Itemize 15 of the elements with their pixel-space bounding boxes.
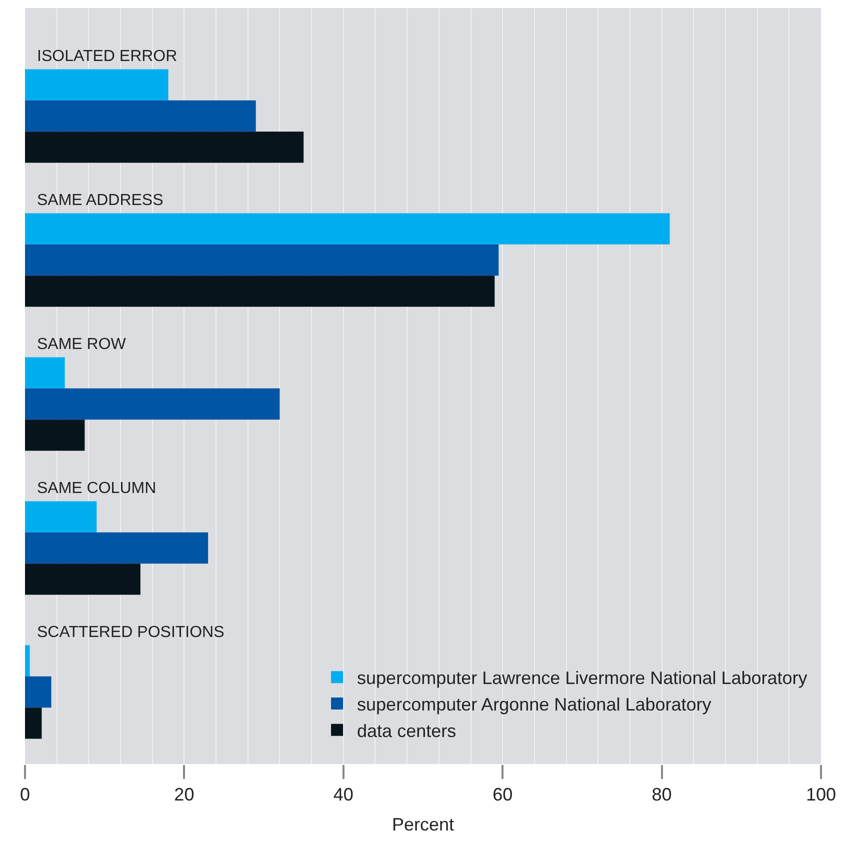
legend-label: supercomputer Lawrence Livermore National Laboratory bbox=[357, 668, 808, 688]
x-tick-label: 20 bbox=[174, 784, 194, 805]
x-tick-label: 100 bbox=[806, 784, 836, 805]
legend-label: supercomputer Argonne National Laboratory bbox=[357, 694, 712, 714]
x-tick-label: 0 bbox=[20, 784, 30, 805]
x-tick-label: 80 bbox=[652, 784, 672, 805]
y-tick-label: SAME ADDRESS bbox=[37, 192, 164, 209]
x-tick-label: 40 bbox=[333, 784, 354, 805]
legend-label: data centers bbox=[357, 720, 456, 741]
y-tick-label: SAME COLUMN bbox=[37, 480, 156, 497]
y-tick-label: SCATTERED POSITIONS bbox=[37, 624, 224, 641]
y-tick-label: SAME ROW bbox=[37, 336, 127, 353]
x-axis-title: Percent bbox=[392, 814, 454, 835]
y-tick-label: ISOLATED ERROR bbox=[37, 48, 178, 65]
x-tick-label: 60 bbox=[492, 784, 513, 805]
